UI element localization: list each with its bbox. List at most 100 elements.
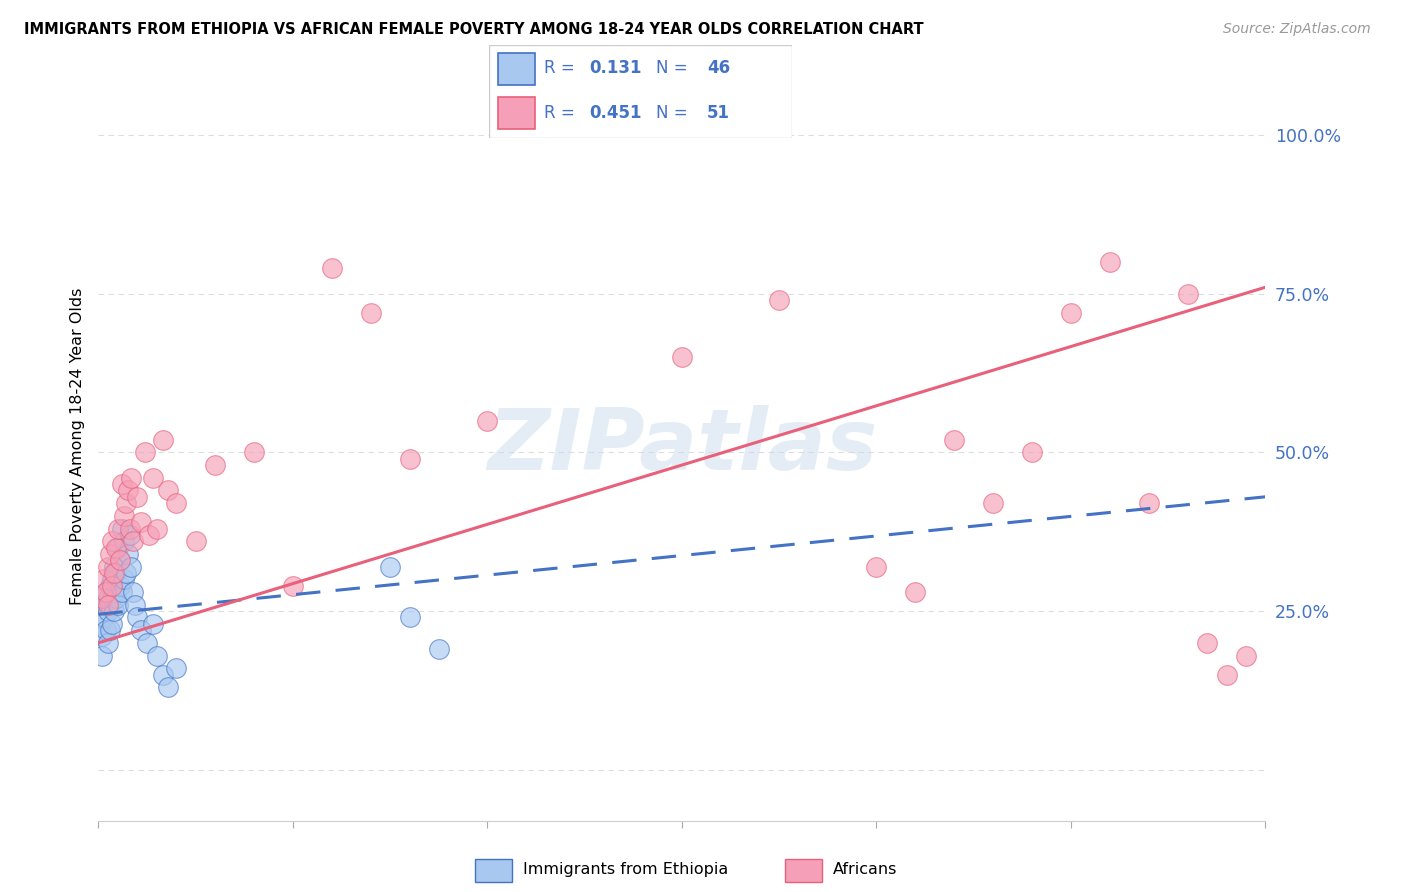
Point bbox=[768, 293, 790, 307]
Text: 51: 51 bbox=[707, 103, 730, 121]
Point bbox=[165, 496, 187, 510]
Point bbox=[96, 585, 118, 599]
Text: Immigrants from Ethiopia: Immigrants from Ethiopia bbox=[523, 863, 728, 877]
Point bbox=[93, 598, 115, 612]
Point bbox=[152, 433, 174, 447]
Point bbox=[134, 445, 156, 459]
Point bbox=[89, 616, 111, 631]
Point bbox=[96, 623, 118, 637]
Point bbox=[142, 471, 165, 485]
Point bbox=[904, 585, 927, 599]
Point bbox=[146, 648, 169, 663]
Point bbox=[127, 610, 149, 624]
Point bbox=[104, 566, 127, 580]
Point bbox=[108, 553, 131, 567]
Point bbox=[671, 350, 693, 364]
Text: Africans: Africans bbox=[832, 863, 897, 877]
FancyBboxPatch shape bbox=[475, 859, 512, 882]
Point bbox=[1060, 306, 1083, 320]
Point bbox=[104, 591, 127, 606]
Point bbox=[157, 681, 180, 695]
Point bbox=[97, 636, 120, 650]
Point bbox=[124, 598, 146, 612]
Point bbox=[122, 534, 145, 549]
Point bbox=[981, 496, 1004, 510]
Point bbox=[98, 579, 121, 593]
Point bbox=[108, 553, 131, 567]
Point bbox=[101, 534, 124, 549]
Point bbox=[121, 471, 143, 485]
Point bbox=[101, 591, 124, 606]
Point bbox=[104, 541, 127, 555]
Point bbox=[865, 559, 887, 574]
Text: 46: 46 bbox=[707, 60, 730, 78]
Point bbox=[111, 477, 134, 491]
Point bbox=[114, 566, 136, 580]
Point bbox=[97, 598, 120, 612]
Point bbox=[574, 115, 596, 129]
Point bbox=[398, 451, 420, 466]
Point bbox=[1195, 636, 1218, 650]
Point bbox=[112, 508, 135, 523]
Point bbox=[111, 522, 134, 536]
Point bbox=[321, 261, 343, 276]
Point bbox=[103, 566, 125, 580]
Point bbox=[380, 559, 402, 574]
Point bbox=[107, 598, 129, 612]
Point bbox=[103, 604, 125, 618]
Y-axis label: Female Poverty Among 18-24 Year Olds: Female Poverty Among 18-24 Year Olds bbox=[69, 287, 84, 605]
Point bbox=[98, 598, 121, 612]
Point bbox=[204, 458, 226, 472]
Text: 0.451: 0.451 bbox=[589, 103, 641, 121]
Point bbox=[1177, 286, 1199, 301]
FancyBboxPatch shape bbox=[498, 97, 534, 129]
Point bbox=[146, 522, 169, 536]
Text: R =: R = bbox=[544, 103, 579, 121]
Point bbox=[103, 559, 125, 574]
Point bbox=[91, 630, 114, 644]
Point bbox=[360, 306, 382, 320]
Point bbox=[281, 579, 304, 593]
Point bbox=[108, 579, 131, 593]
Text: 0.131: 0.131 bbox=[589, 60, 641, 78]
Point bbox=[165, 661, 187, 675]
Point bbox=[118, 528, 141, 542]
FancyBboxPatch shape bbox=[785, 859, 823, 882]
Point bbox=[117, 547, 139, 561]
Point bbox=[97, 591, 120, 606]
Point bbox=[93, 572, 115, 586]
Point bbox=[111, 585, 134, 599]
Point bbox=[129, 623, 152, 637]
Point bbox=[157, 483, 180, 498]
Point bbox=[129, 515, 152, 529]
FancyBboxPatch shape bbox=[489, 45, 792, 138]
Point bbox=[138, 528, 160, 542]
Text: Source: ZipAtlas.com: Source: ZipAtlas.com bbox=[1223, 22, 1371, 37]
Text: N =: N = bbox=[655, 103, 692, 121]
Point bbox=[107, 522, 129, 536]
Point bbox=[118, 522, 141, 536]
Point bbox=[97, 604, 120, 618]
Point bbox=[112, 572, 135, 586]
Point bbox=[136, 636, 159, 650]
Point bbox=[101, 616, 124, 631]
Point bbox=[98, 547, 121, 561]
Text: IMMIGRANTS FROM ETHIOPIA VS AFRICAN FEMALE POVERTY AMONG 18-24 YEAR OLDS CORRELA: IMMIGRANTS FROM ETHIOPIA VS AFRICAN FEMA… bbox=[24, 22, 924, 37]
Point bbox=[122, 585, 145, 599]
Point bbox=[152, 667, 174, 681]
Text: N =: N = bbox=[655, 60, 692, 78]
Text: ZIPatlas: ZIPatlas bbox=[486, 404, 877, 488]
FancyBboxPatch shape bbox=[498, 53, 534, 85]
Point bbox=[184, 534, 207, 549]
Point bbox=[93, 610, 115, 624]
Point bbox=[117, 483, 139, 498]
Text: R =: R = bbox=[544, 60, 579, 78]
Point bbox=[943, 433, 966, 447]
Point bbox=[96, 585, 118, 599]
Point bbox=[427, 642, 450, 657]
Point bbox=[114, 496, 136, 510]
Point bbox=[1234, 648, 1257, 663]
Point bbox=[91, 591, 114, 606]
Point bbox=[98, 623, 121, 637]
Point bbox=[107, 541, 129, 555]
